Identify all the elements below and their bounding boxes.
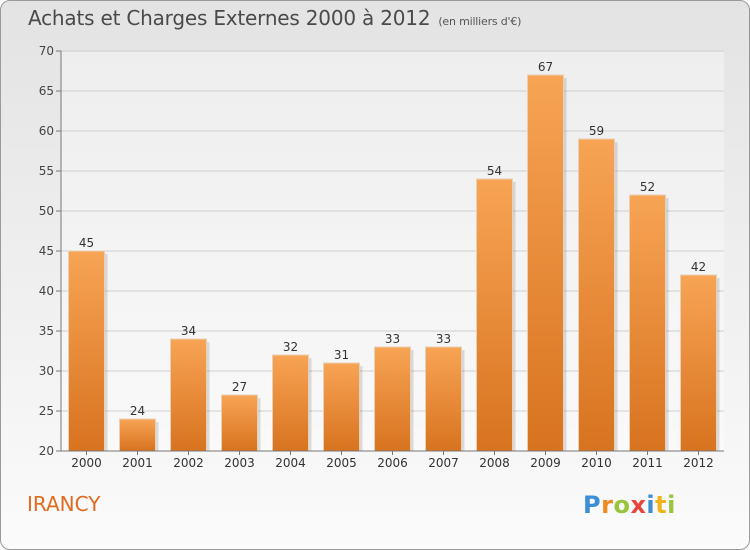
x-tick-label: 2003 [224, 456, 255, 470]
y-tick-label: 40 [39, 284, 54, 298]
logo-letter: x [630, 491, 647, 519]
bar-value-label: 27 [232, 380, 247, 394]
y-tick-label: 45 [39, 244, 54, 258]
x-tick-label: 2012 [683, 456, 714, 470]
chart-subtitle: (en milliers d'€) [438, 15, 522, 28]
x-tick-label: 2005 [326, 456, 357, 470]
x-tick-label: 2004 [275, 456, 306, 470]
bar [68, 250, 105, 452]
bar-value-label: 33 [436, 332, 451, 346]
bar [578, 138, 615, 452]
bar [272, 354, 309, 452]
bar [119, 418, 156, 452]
commune-name: IRANCY [27, 492, 101, 516]
bar [527, 74, 564, 452]
bar [425, 346, 462, 452]
bar-value-label: 42 [691, 260, 706, 274]
x-tick-label: 2010 [581, 456, 612, 470]
y-tick-label: 20 [39, 444, 54, 458]
x-tick-label: 2008 [479, 456, 510, 470]
bar-value-label: 67 [538, 60, 553, 74]
x-tick-label: 2001 [122, 456, 153, 470]
chart-title-text: Achats et Charges Externes 2000 à 2012 [28, 6, 431, 30]
y-tick-label: 55 [39, 164, 54, 178]
bar [374, 346, 411, 452]
logo-letter: i [667, 491, 676, 519]
bar-value-label: 54 [487, 164, 502, 178]
x-tick-label: 2000 [71, 456, 102, 470]
bar [170, 338, 207, 452]
bar [221, 394, 258, 452]
bar-value-label: 59 [589, 124, 604, 138]
x-tick-label: 2006 [377, 456, 408, 470]
logo-letter: P [583, 491, 602, 519]
y-tick-label: 65 [39, 84, 54, 98]
y-tick-label: 60 [39, 124, 54, 138]
bar-value-label: 45 [79, 236, 94, 250]
bar [680, 274, 717, 452]
bar-value-label: 33 [385, 332, 400, 346]
bar-value-label: 31 [334, 348, 349, 362]
y-tick-label: 30 [39, 364, 54, 378]
bar-value-label: 32 [283, 340, 298, 354]
x-tick-label: 2007 [428, 456, 459, 470]
proxiti-logo: Proxiti [583, 491, 676, 519]
bar [476, 178, 513, 452]
bar [323, 362, 360, 452]
bar-value-label: 34 [181, 324, 196, 338]
y-tick-label: 35 [39, 324, 54, 338]
logo-letter: o [613, 491, 631, 519]
bar-value-label: 52 [640, 180, 655, 194]
y-tick-label: 25 [39, 404, 54, 418]
y-tick-label: 70 [39, 44, 54, 58]
bar [629, 194, 666, 452]
x-tick-label: 2002 [173, 456, 204, 470]
x-tick-label: 2011 [632, 456, 663, 470]
logo-letter: r [601, 491, 614, 519]
logo-letter: i [646, 491, 656, 519]
y-tick-label: 50 [39, 204, 54, 218]
x-tick-label: 2009 [530, 456, 561, 470]
bar-value-label: 24 [130, 404, 145, 418]
logo-letter: t [655, 491, 668, 519]
chart-title: Achats et Charges Externes 2000 à 2012 (e… [28, 6, 521, 30]
